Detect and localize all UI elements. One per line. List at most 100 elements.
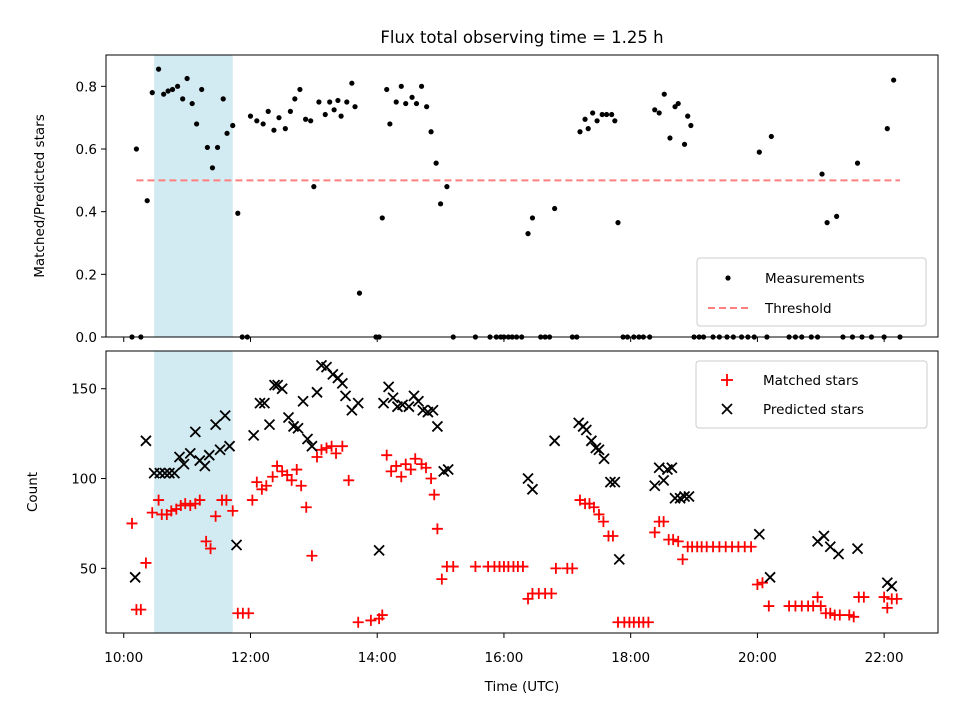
bottom-y-tick-label: 150 xyxy=(71,382,97,398)
measurement-point xyxy=(356,290,363,296)
predicted-star-point xyxy=(154,467,166,479)
matched-star-point xyxy=(184,499,196,511)
predicted-star-point xyxy=(168,467,181,479)
matched-star-point xyxy=(227,505,239,517)
matched-star-point xyxy=(365,614,377,626)
matched-star-point xyxy=(593,508,605,520)
top-y-tick-label: 0.2 xyxy=(76,267,97,283)
predicted-star-point xyxy=(339,390,352,402)
x-tick-label: 22:00 xyxy=(865,650,904,666)
matched-star-point xyxy=(834,609,846,621)
measurement-point xyxy=(352,104,358,110)
predicted-star-point xyxy=(173,451,186,463)
matched-star-point xyxy=(420,462,432,474)
measurement-point xyxy=(247,113,254,119)
legend-predicted-label: Predicted stars xyxy=(763,402,864,418)
measurement-point xyxy=(175,83,181,89)
predicted-star-point xyxy=(163,467,176,479)
measurement-point xyxy=(184,75,190,82)
predicted-star-point xyxy=(886,580,898,592)
predicted-star-point xyxy=(818,530,830,542)
predicted-star-point xyxy=(609,476,621,488)
measurement-point xyxy=(756,149,762,155)
predicted-star-point xyxy=(604,476,617,488)
legend-measurements-label: Measurements xyxy=(765,271,865,287)
measurement-point xyxy=(577,129,583,135)
predicted-star-point xyxy=(580,424,592,436)
predicted-star-point xyxy=(140,435,152,447)
legend-predicted-marker xyxy=(721,403,733,415)
measurement-point xyxy=(854,160,861,166)
measurement-point xyxy=(349,80,355,86)
matched-star-point xyxy=(607,530,619,542)
chart-title: Flux total observing time = 1.25 h xyxy=(380,28,663,47)
measurement-point xyxy=(393,99,399,105)
predicted-star-point xyxy=(851,542,864,555)
measurement-point xyxy=(265,108,271,114)
predicted-star-point xyxy=(593,444,605,456)
predicted-star-point xyxy=(753,528,765,540)
predicted-star-point xyxy=(522,472,534,485)
top-y-tick-label: 0.8 xyxy=(76,79,97,95)
bottom-y-ticks: 50 100 150 xyxy=(71,382,106,577)
predicted-star-point xyxy=(590,442,602,454)
top-y-tick-label: 0.0 xyxy=(76,330,97,346)
matched-star-point xyxy=(677,553,689,565)
matched-star-point xyxy=(395,471,407,483)
predicted-star-point xyxy=(678,490,691,503)
measurement-point xyxy=(652,107,658,113)
top-legend: Measurements Threshold xyxy=(696,257,927,327)
matched-star-point xyxy=(352,616,364,628)
measurement-point xyxy=(194,121,200,127)
measurement-point xyxy=(819,171,825,177)
predicted-star-point xyxy=(336,377,348,389)
matched-star-point xyxy=(878,591,890,603)
predicted-star-point xyxy=(268,379,281,391)
bottom-legend: Matched stars Predicted stars xyxy=(695,360,928,429)
matched-star-point xyxy=(815,600,827,612)
measurement-point xyxy=(424,104,430,110)
predicted-star-point xyxy=(396,399,409,411)
measurement-point xyxy=(297,86,303,93)
predicted-star-point xyxy=(248,429,260,442)
matched-star-point xyxy=(126,517,138,529)
predicted-star-point xyxy=(223,440,236,452)
matched-star-point xyxy=(390,460,402,472)
top-shaded-interval xyxy=(154,55,233,337)
measurement-point xyxy=(282,126,288,132)
measurement-point xyxy=(189,100,195,107)
measurement-point xyxy=(271,127,277,133)
top-y-tick-label: 0.6 xyxy=(76,142,97,158)
matched-star-point xyxy=(140,557,152,569)
predicted-star-point xyxy=(263,419,276,431)
x-tick-label: 14:00 xyxy=(358,650,397,666)
measurement-point xyxy=(149,90,155,96)
measurement-point xyxy=(834,213,840,219)
matched-star-point xyxy=(376,609,388,621)
measurement-point xyxy=(387,121,393,127)
measurement-point xyxy=(276,115,282,121)
predicted-star-point xyxy=(431,420,444,433)
measurement-point xyxy=(322,111,328,118)
measurement-point xyxy=(344,99,350,105)
measurement-point xyxy=(303,116,309,122)
matched-star-point xyxy=(658,516,670,528)
bottom-y-tick-label: 100 xyxy=(71,472,97,488)
predicted-star-point xyxy=(403,401,415,413)
matched-star-point xyxy=(260,480,272,492)
measurement-point xyxy=(335,97,341,104)
matched-star-point xyxy=(271,460,283,472)
bottom-legend-box xyxy=(695,360,928,429)
measurement-point xyxy=(409,94,415,100)
predicted-star-point xyxy=(387,392,399,404)
measurement-point xyxy=(214,144,221,151)
measurement-point xyxy=(672,104,678,110)
predicted-star-point xyxy=(764,571,776,583)
measurement-point xyxy=(398,83,404,89)
measurement-point xyxy=(254,118,260,124)
matched-star-point xyxy=(321,442,333,454)
bottom-y-axis-label: Count xyxy=(25,472,41,512)
predicted-star-point xyxy=(373,544,385,557)
predicted-star-point xyxy=(276,383,288,395)
